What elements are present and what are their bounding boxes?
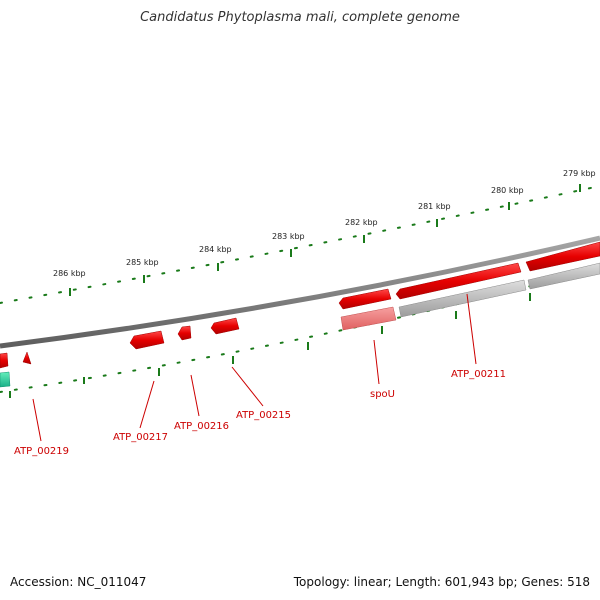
genome-summary-text: Topology: linear; Length: 601,943 bp; Ge… xyxy=(293,575,590,589)
gene-label-atp-00211[interactable]: ATP_00211 xyxy=(451,369,506,380)
scale-label-282: 282 kbp xyxy=(345,218,378,227)
gene-label-atp-00217[interactable]: ATP_00217 xyxy=(113,432,168,443)
scale-label-285: 285 kbp xyxy=(126,258,159,267)
gene-feature[interactable] xyxy=(0,352,9,369)
gene-label-spou[interactable]: spoU xyxy=(370,389,395,400)
gene-feature[interactable] xyxy=(338,288,392,310)
inner-major-ticks xyxy=(9,293,531,398)
gene-feature[interactable] xyxy=(395,262,522,300)
scale-label-286: 286 kbp xyxy=(53,269,86,278)
outer-scale-track xyxy=(0,185,600,304)
gene-feature[interactable] xyxy=(525,241,600,272)
gene-feature[interactable] xyxy=(129,330,165,350)
rna-feature[interactable] xyxy=(0,371,11,388)
outer-major-ticks xyxy=(69,184,581,296)
gene-feature[interactable] xyxy=(210,317,240,335)
gene-label-atp-00219[interactable]: ATP_00219 xyxy=(14,446,69,457)
map-title: Candidatus Phytoplasma mali, complete ge… xyxy=(140,10,460,25)
gene-feature[interactable] xyxy=(22,351,32,365)
scale-label-280: 280 kbp xyxy=(491,186,524,195)
pseudogene-feature[interactable] xyxy=(527,262,600,290)
gene-row-forward xyxy=(0,241,600,369)
accession-text: Accession: NC_011047 xyxy=(10,575,147,589)
pseudogene-feature[interactable] xyxy=(398,279,527,318)
gene-feature-light[interactable] xyxy=(340,306,397,331)
gene-row-secondary xyxy=(0,262,600,388)
gene-label-atp-00215[interactable]: ATP_00215 xyxy=(236,410,291,421)
scale-label-284: 284 kbp xyxy=(199,245,232,254)
gene-feature[interactable] xyxy=(177,325,192,341)
gene-label-atp-00216[interactable]: ATP_00216 xyxy=(174,421,229,432)
scale-label-279: 279 kbp xyxy=(563,169,596,178)
scale-label-281: 281 kbp xyxy=(418,202,451,211)
label-leaders xyxy=(32,293,477,442)
genome-backbone xyxy=(0,235,600,349)
scale-label-283: 283 kbp xyxy=(272,232,305,241)
